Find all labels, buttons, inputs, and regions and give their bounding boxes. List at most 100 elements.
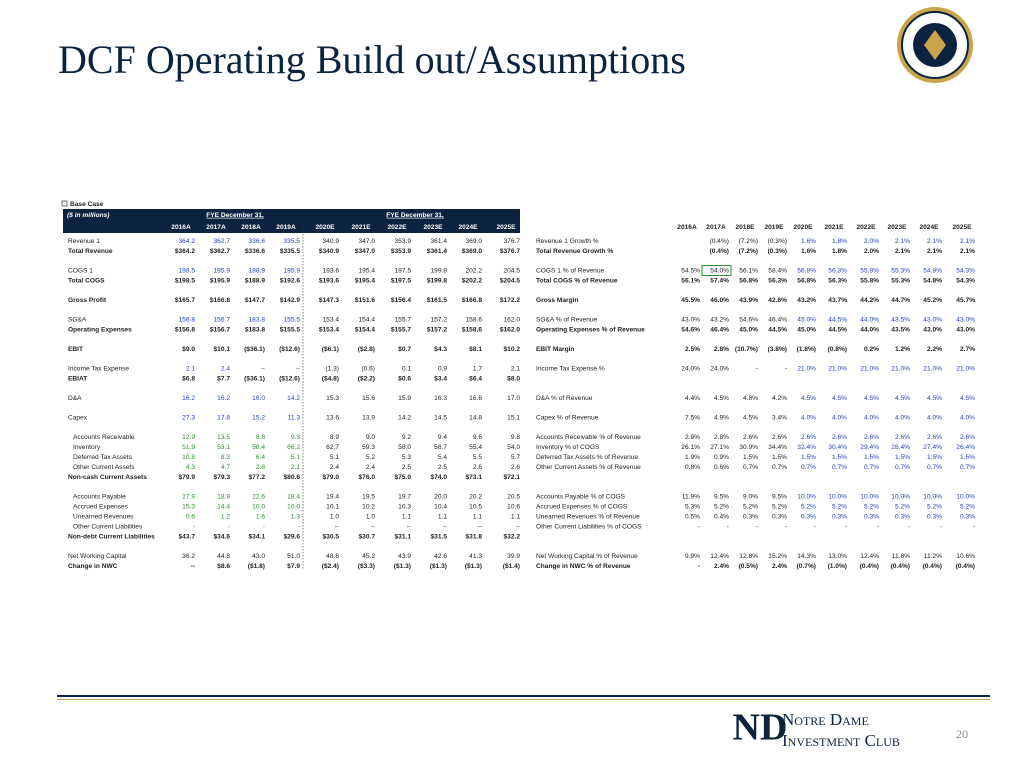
row-label: Total COGS (68, 277, 105, 284)
metric-value: 0.3% (832, 513, 847, 520)
cell-value: 5.5 (473, 454, 482, 461)
metric-value: 43.9% (739, 297, 758, 304)
cell-value: $195.9 (210, 277, 231, 284)
metric-value: 2.4% (714, 563, 729, 570)
metric-value: 4.0% (960, 414, 975, 421)
metric-value: 0.3% (801, 513, 816, 520)
metric-value: 2.1% (960, 238, 975, 245)
metric-value: 4.5% (864, 395, 879, 402)
metric-label: Total Revenue Growth % (536, 248, 613, 255)
cell-value: $30.5 (322, 533, 339, 540)
page-number: 20 (956, 727, 968, 741)
metric-value: (0.3%) (768, 248, 787, 255)
cell-value: $74.0 (430, 474, 447, 481)
metric-value: 55.3% (891, 277, 910, 284)
metric-year-header: 2025E (952, 224, 972, 231)
metric-value: 0.3% (960, 513, 975, 520)
metric-label: Total COGS % of Revenue (536, 277, 618, 284)
cell-value: 1.2 (221, 513, 230, 520)
cell-value: 10.8 (182, 454, 195, 461)
metric-value: 5.2% (743, 503, 758, 510)
metric-value: 54.5% (681, 267, 700, 274)
cell-value: ($12.6) (279, 375, 300, 382)
cell-value: 17.8 (217, 414, 230, 421)
cell-value: 58.0 (398, 444, 411, 451)
metric-value: 56.8% (739, 277, 758, 284)
metric-label: Gross Margin (536, 297, 579, 304)
metric-value: 46.4% (710, 326, 729, 333)
metric-value: 1.5% (743, 454, 758, 461)
metric-value: 5.2% (960, 503, 975, 510)
cell-value: 2.1 (291, 464, 300, 471)
metric-value: 55.8% (860, 277, 879, 284)
metric-value: 0.6% (714, 464, 729, 471)
metric-value: 58.4% (768, 267, 787, 274)
metric-value: (0.3%) (768, 238, 787, 245)
cell-value: ($2.4) (322, 563, 339, 570)
row-label: Total Revenue (68, 248, 113, 255)
cell-value: 45.2 (362, 553, 375, 560)
metric-value: - (727, 523, 729, 530)
metric-value: (0.8%) (828, 346, 847, 353)
cell-value: 16.2 (182, 395, 195, 402)
metric-value: - (973, 523, 975, 530)
cell-value: 1.0 (366, 513, 375, 520)
cell-value: 157.2 (430, 316, 447, 323)
cell-value: $335.5 (280, 248, 301, 255)
cell-value: 1.7 (473, 365, 482, 372)
metric-year-header: 2017A (706, 224, 726, 231)
units-label: ($ in millions) (67, 212, 110, 219)
metric-label: EBIT Margin (536, 346, 574, 353)
cell-value: 155.5 (283, 316, 300, 323)
metric-value: 4.5% (743, 414, 758, 421)
metric-value: - (785, 365, 787, 372)
cell-value: $77.2 (248, 474, 265, 481)
cell-value: 6.4 (256, 454, 265, 461)
cell-value: 20.2 (469, 493, 482, 500)
metric-value: 43.5% (891, 326, 910, 333)
cell-value: 16.0 (252, 395, 265, 402)
cell-value: 195.4 (358, 267, 375, 274)
metric-value: 2.6% (960, 434, 975, 441)
metric-value: 26.4% (956, 444, 975, 451)
cell-value: 335.5 (283, 238, 300, 245)
cell-value: 376.7 (503, 238, 520, 245)
metric-value: 0.3% (895, 513, 910, 520)
cell-value: $195.4 (355, 277, 376, 284)
cell-value: $31.8 (465, 533, 482, 540)
metric-year-header: 2024E (919, 224, 939, 231)
metric-value: 56.3% (828, 277, 847, 284)
cell-value: $362.7 (210, 248, 231, 255)
cell-value: $8.1 (469, 346, 482, 353)
cell-value: 202.2 (465, 267, 482, 274)
year-header: 2023E (423, 224, 443, 231)
cell-value: $29.6 (283, 533, 300, 540)
cell-value: 1.1 (402, 513, 411, 520)
metric-value: 0.3% (864, 513, 879, 520)
metric-value: 29.4% (860, 444, 879, 451)
metric-value: 9.9% (685, 553, 700, 560)
metric-value: - (908, 523, 910, 530)
metric-value: 1.5% (772, 454, 787, 461)
metric-value: 27.1% (710, 444, 729, 451)
metric-value: 45.0% (739, 326, 758, 333)
metric-value: 4.5% (960, 395, 975, 402)
cell-value: 19.5 (362, 493, 375, 500)
cell-value: 13.5 (217, 434, 230, 441)
cell-value: 54.0 (507, 444, 520, 451)
metric-value: 28.4% (891, 444, 910, 451)
metric-value: - (814, 523, 816, 530)
row-label: D&A (68, 395, 82, 402)
year-header: 2016A (171, 224, 191, 231)
metric-value: 1.8% (832, 248, 847, 255)
metric-value: 2.1% (895, 248, 910, 255)
metric-value: 44.7% (891, 297, 910, 304)
metric-label: Unearned Revenues % of Revenue (536, 513, 640, 520)
row-label: SG&A (68, 316, 87, 323)
metric-value: 42.6% (768, 297, 787, 304)
metric-value: 2.9% (685, 434, 700, 441)
cell-value: $193.6 (319, 277, 340, 284)
metric-label: Inventory % of COGS (536, 444, 600, 451)
cell-value: 1.1 (511, 513, 520, 520)
period-actual: FYE December 31, (206, 212, 264, 219)
